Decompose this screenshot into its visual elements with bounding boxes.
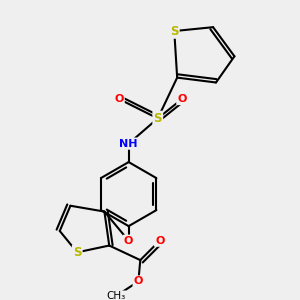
Text: O: O — [155, 236, 164, 246]
Text: CH₃: CH₃ — [106, 291, 126, 300]
Text: NH: NH — [119, 139, 138, 148]
Text: S: S — [154, 112, 162, 125]
Text: S: S — [170, 25, 178, 38]
Text: O: O — [114, 94, 124, 104]
Text: O: O — [124, 236, 133, 246]
Text: O: O — [134, 276, 143, 286]
Text: O: O — [177, 94, 187, 104]
Text: S: S — [73, 246, 82, 259]
